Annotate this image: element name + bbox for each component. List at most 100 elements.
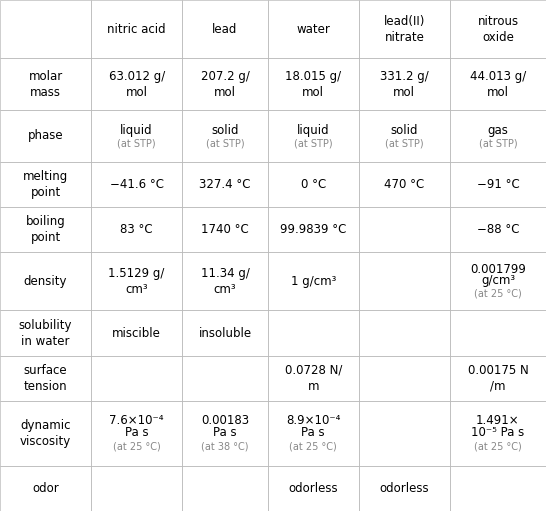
Text: odorless: odorless [288, 482, 338, 495]
Text: water: water [296, 22, 330, 36]
Text: (at 25 °C): (at 25 °C) [474, 288, 522, 298]
Text: (at 38 °C): (at 38 °C) [201, 442, 248, 451]
Text: boiling
point: boiling point [26, 215, 66, 244]
Text: (at STP): (at STP) [206, 138, 244, 149]
Bar [359, 311, 450, 356]
Text: liquid: liquid [297, 124, 330, 137]
Bar [359, 207, 450, 252]
Bar [359, 466, 450, 511]
Bar [359, 58, 450, 110]
Bar [182, 356, 268, 401]
Bar [268, 252, 359, 311]
Text: 1.491×: 1.491× [476, 414, 520, 427]
Text: odor: odor [32, 482, 59, 495]
Text: solubility
in water: solubility in water [19, 319, 72, 347]
Bar [91, 0, 182, 58]
Bar [0, 110, 91, 161]
Text: odorless: odorless [379, 482, 429, 495]
Text: surface
tension: surface tension [23, 364, 67, 393]
Bar [268, 110, 359, 161]
Bar [359, 401, 450, 466]
Text: 0.00175 N
/m: 0.00175 N /m [467, 364, 529, 393]
Text: 327.4 °C: 327.4 °C [199, 178, 251, 191]
Text: 0.00183: 0.00183 [201, 414, 249, 427]
Bar [91, 161, 182, 207]
Text: 11.34 g/
cm³: 11.34 g/ cm³ [200, 267, 250, 296]
Bar [0, 252, 91, 311]
Bar [0, 0, 91, 58]
Bar [268, 466, 359, 511]
Text: (at STP): (at STP) [479, 138, 517, 149]
Text: (at 25 °C): (at 25 °C) [289, 442, 337, 451]
Bar [91, 356, 182, 401]
Bar [450, 466, 546, 511]
Bar [450, 401, 546, 466]
Bar [450, 0, 546, 58]
Bar [268, 207, 359, 252]
Bar [268, 161, 359, 207]
Text: (at 25 °C): (at 25 °C) [474, 442, 522, 451]
Bar [182, 0, 268, 58]
Bar [0, 401, 91, 466]
Bar [450, 252, 546, 311]
Text: 331.2 g/
mol: 331.2 g/ mol [380, 69, 429, 99]
Text: Pa s: Pa s [301, 426, 325, 438]
Bar [91, 401, 182, 466]
Bar [450, 311, 546, 356]
Bar [450, 161, 546, 207]
Bar [0, 466, 91, 511]
Text: 470 °C: 470 °C [384, 178, 424, 191]
Text: phase: phase [28, 129, 63, 143]
Bar [182, 207, 268, 252]
Bar [268, 401, 359, 466]
Text: 0.0728 N/
m: 0.0728 N/ m [284, 364, 342, 393]
Text: 1.5129 g/
cm³: 1.5129 g/ cm³ [109, 267, 165, 296]
Bar [450, 110, 546, 161]
Bar [0, 58, 91, 110]
Text: −91 °C: −91 °C [477, 178, 519, 191]
Text: (at STP): (at STP) [117, 138, 156, 149]
Bar [359, 161, 450, 207]
Bar [0, 207, 91, 252]
Bar [268, 58, 359, 110]
Bar [268, 311, 359, 356]
Bar [450, 58, 546, 110]
Text: 207.2 g/
mol: 207.2 g/ mol [200, 69, 250, 99]
Text: −41.6 °C: −41.6 °C [110, 178, 164, 191]
Bar [450, 356, 546, 401]
Bar [182, 401, 268, 466]
Text: insoluble: insoluble [198, 327, 252, 340]
Text: dynamic
viscosity: dynamic viscosity [20, 419, 71, 448]
Text: molar
mass: molar mass [28, 69, 63, 99]
Text: lead(II)
nitrate: lead(II) nitrate [384, 15, 425, 43]
Text: 44.013 g/
mol: 44.013 g/ mol [470, 69, 526, 99]
Text: 99.9839 °C: 99.9839 °C [280, 223, 346, 236]
Text: melting
point: melting point [23, 170, 68, 199]
Text: 8.9×10⁻⁴: 8.9×10⁻⁴ [286, 414, 340, 427]
Text: 83 °C: 83 °C [120, 223, 153, 236]
Bar [182, 466, 268, 511]
Bar [182, 311, 268, 356]
Text: 0.001799: 0.001799 [470, 263, 526, 276]
Bar [91, 466, 182, 511]
Text: Pa s: Pa s [213, 426, 237, 438]
Bar [268, 356, 359, 401]
Text: density: density [24, 275, 67, 288]
Text: g/cm³: g/cm³ [481, 274, 515, 287]
Text: miscible: miscible [112, 327, 161, 340]
Text: nitrous
oxide: nitrous oxide [477, 15, 519, 43]
Bar [182, 58, 268, 110]
Bar [359, 0, 450, 58]
Text: 7.6×10⁻⁴: 7.6×10⁻⁴ [109, 414, 164, 427]
Bar [91, 110, 182, 161]
Text: (at STP): (at STP) [294, 138, 333, 149]
Bar [91, 207, 182, 252]
Text: 18.015 g/
mol: 18.015 g/ mol [285, 69, 341, 99]
Text: −88 °C: −88 °C [477, 223, 519, 236]
Bar [268, 0, 359, 58]
Bar [91, 58, 182, 110]
Bar [359, 110, 450, 161]
Bar [450, 207, 546, 252]
Text: gas: gas [488, 124, 508, 137]
Text: solid: solid [211, 124, 239, 137]
